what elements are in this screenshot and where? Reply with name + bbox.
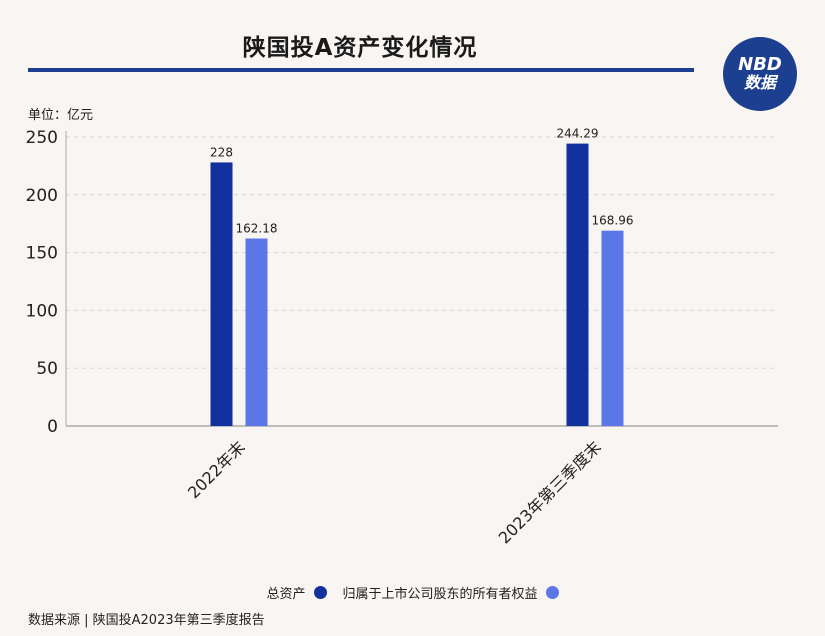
bar-chart: 0 50 100 150 200 250 228 162.18 2022年末 244.29 168.…: [26, 127, 778, 548]
data-label: 244.29: [557, 127, 599, 141]
title-divider: [28, 68, 694, 72]
y-tick-label: 150: [26, 244, 58, 264]
bar: [210, 162, 233, 426]
bar: [566, 143, 589, 426]
data-label: 228: [210, 145, 233, 159]
y-tick-label: 200: [26, 186, 58, 206]
data-label: 168.96: [592, 214, 634, 228]
logo-text-data: 数据: [743, 73, 776, 93]
y-tick-label: 50: [36, 359, 58, 379]
logo-text-nbd: NBD: [738, 54, 782, 76]
y-tick-label: 100: [26, 301, 58, 321]
legend-swatch-total-assets: [313, 586, 327, 599]
bar: [245, 238, 268, 426]
bar: [601, 230, 624, 426]
y-tick-label: 250: [26, 128, 58, 148]
source-note: 数据来源 | 陕国投A2023年第三季度报告: [28, 613, 265, 628]
y-tick-label: 0: [47, 417, 58, 437]
legend-label-equity: 归属于上市公司股东的所有者权益: [342, 587, 538, 602]
legend-item-equity: 归属于上市公司股东的所有者权益: [343, 583, 559, 602]
legend-swatch-equity: [545, 586, 559, 599]
legend-label-total-assets: 总资产: [266, 587, 306, 602]
data-label: 162.18: [236, 222, 278, 236]
legend: 总资产 归属于上市公司股东的所有者权益: [0, 583, 825, 602]
unit-label: 单位：亿元: [28, 108, 94, 123]
chart-title: 陕国投A资产变化情况: [242, 35, 478, 61]
nbd-logo: NBD 数据: [723, 37, 797, 111]
x-tick-label: 2023年第三季度末: [495, 437, 605, 547]
x-tick-label: 2022年末: [184, 437, 249, 502]
legend-item-total-assets: 总资产: [266, 583, 327, 602]
